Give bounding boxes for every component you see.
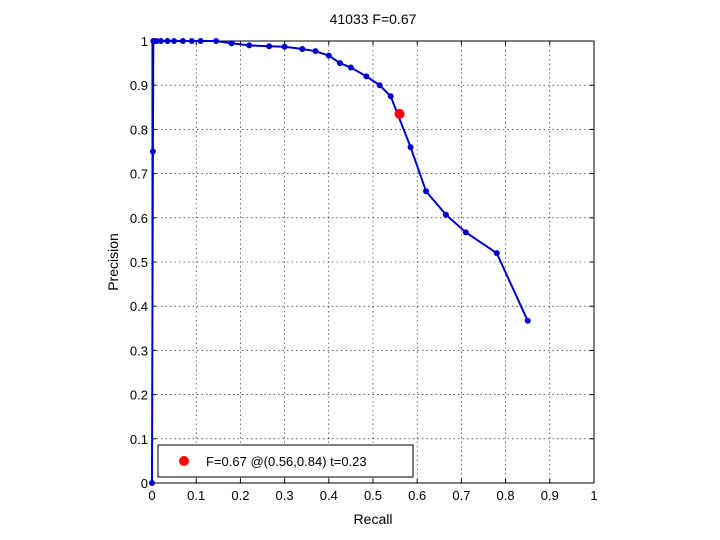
data-point	[179, 38, 186, 44]
data-point	[423, 188, 430, 195]
data-point	[266, 43, 273, 50]
data-point	[462, 229, 469, 236]
x-tick-label: 0	[148, 488, 155, 503]
y-tick-label: 0.8	[130, 122, 148, 137]
x-tick-label: 0.3	[276, 488, 294, 503]
data-point	[164, 38, 171, 44]
legend-marker	[179, 456, 189, 466]
y-tick-label: 0.5	[130, 255, 148, 270]
data-point	[299, 45, 306, 52]
data-point	[171, 38, 178, 44]
axis-ticks	[151, 40, 595, 484]
chart-title: 41033 F=0.67	[330, 11, 417, 27]
data-point	[246, 42, 253, 49]
y-tick-label: 0.1	[130, 432, 148, 447]
data-point	[281, 43, 288, 50]
data-point	[149, 148, 156, 155]
y-tick-label: 0.2	[130, 388, 148, 403]
data-point	[157, 38, 164, 44]
legend: F=0.67 @(0.56,0.84) t=0.23	[157, 444, 414, 478]
legend-label: F=0.67 @(0.56,0.84) t=0.23	[206, 454, 367, 469]
x-tick-label: 0.5	[364, 488, 382, 503]
x-tick-label: 0.2	[231, 488, 249, 503]
y-tick-label: 0.4	[130, 299, 148, 314]
data-point	[149, 480, 155, 486]
data-point	[336, 60, 343, 67]
data-point	[197, 38, 204, 44]
data-point	[442, 211, 449, 218]
y-tick-labels: 0 0.1 0.2 0.3 0.4 0.5 0.6 0.7 0.8 0.9 1	[130, 34, 148, 491]
data-point	[312, 48, 319, 55]
y-tick-label: 0.9	[130, 78, 148, 93]
data-point	[407, 144, 414, 151]
y-tick-label: 0	[141, 476, 148, 491]
data-point	[524, 317, 531, 324]
y-tick-label: 0.7	[130, 167, 148, 182]
x-tick-label: 0.1	[187, 488, 205, 503]
x-axis-title: Recall	[354, 511, 393, 527]
data-point	[188, 38, 195, 44]
grid-lines	[152, 41, 594, 483]
y-axis-title: Precision	[105, 233, 121, 291]
best-f-point	[394, 108, 405, 119]
legend-box	[157, 444, 414, 478]
data-point	[387, 93, 394, 100]
x-tick-label: 0.7	[452, 488, 470, 503]
x-tick-label: 1	[590, 488, 597, 503]
x-tick-label: 0.6	[408, 488, 426, 503]
y-tick-label: 1	[141, 34, 148, 49]
data-point	[213, 38, 220, 44]
x-tick-label: 0.4	[320, 488, 338, 503]
series-line	[151, 40, 529, 484]
data-point	[493, 250, 500, 257]
x-tick-label: 0.8	[497, 488, 515, 503]
series-layer	[149, 38, 531, 486]
y-tick-label: 0.6	[130, 211, 148, 226]
y-tick-label: 0.3	[130, 343, 148, 358]
x-tick-label: 0.9	[541, 488, 559, 503]
data-point	[325, 52, 332, 59]
x-tick-labels: 0 0.1 0.2 0.3 0.4 0.5 0.6 0.7 0.8 0.9 1	[148, 488, 597, 503]
data-point	[228, 40, 235, 47]
data-point	[153, 38, 160, 44]
data-point	[347, 64, 354, 71]
data-point	[363, 73, 370, 80]
data-point	[376, 82, 383, 89]
